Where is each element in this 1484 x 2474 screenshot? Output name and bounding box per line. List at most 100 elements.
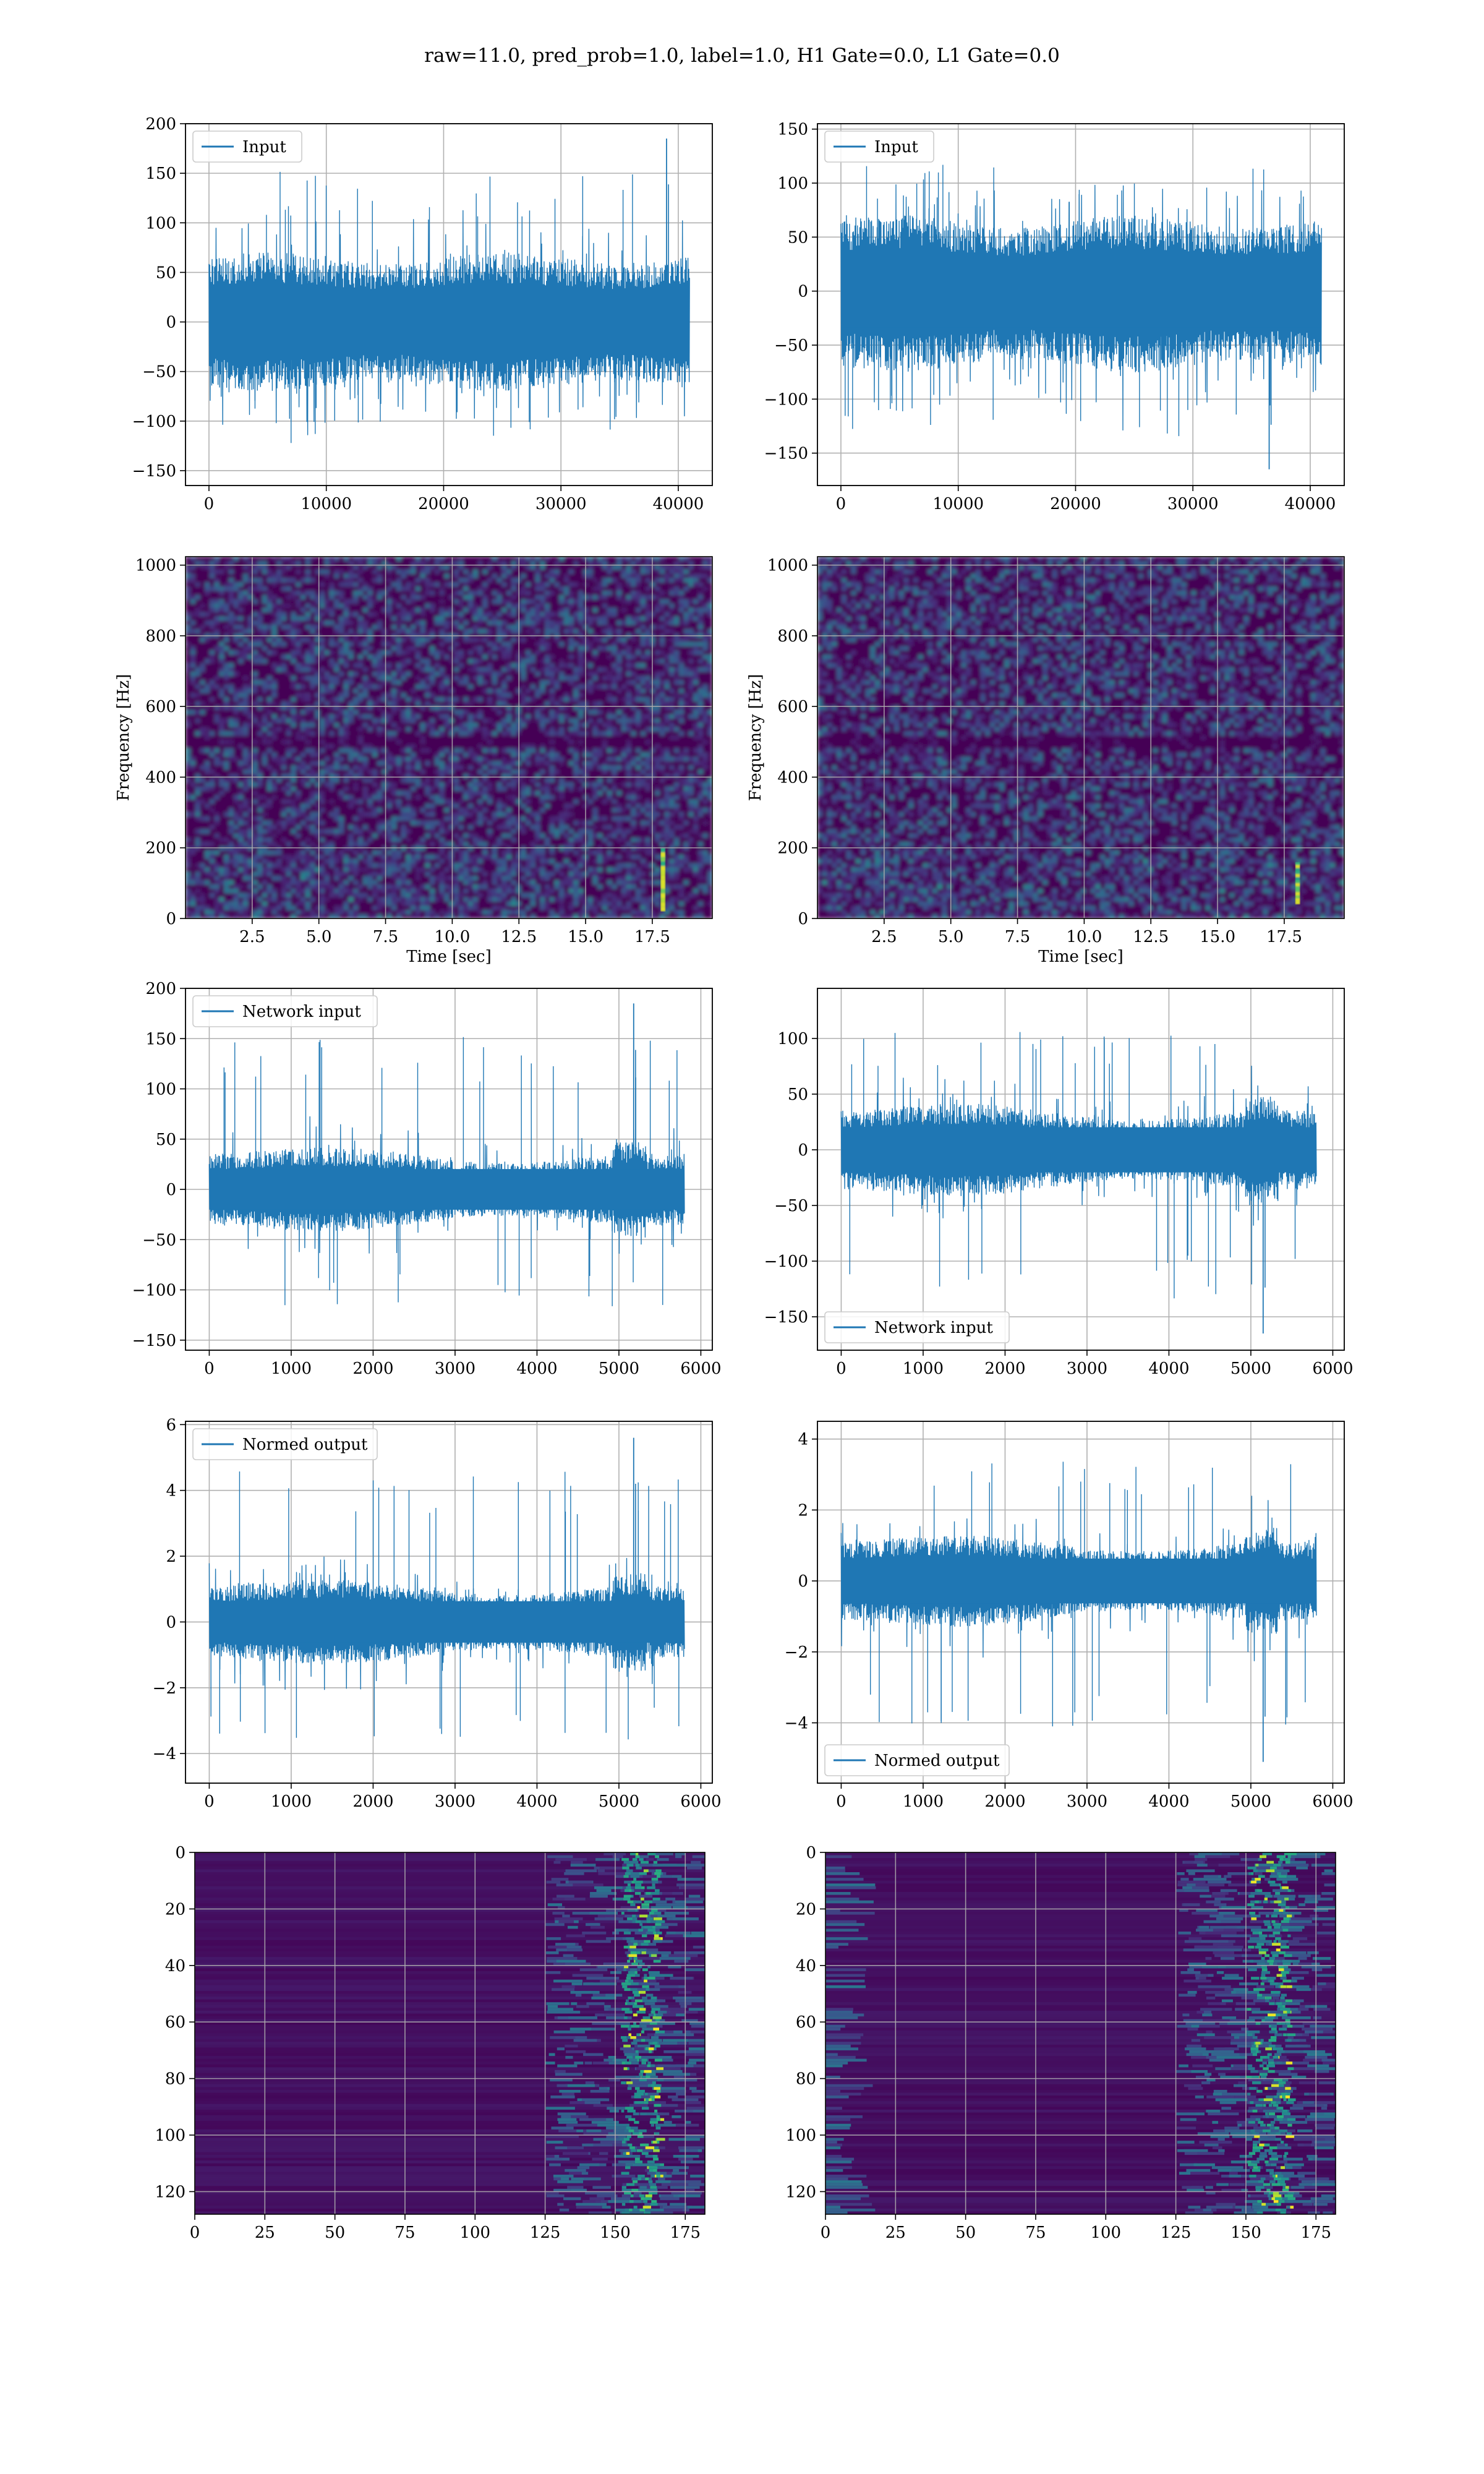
- heatmap-cell: [406, 765, 411, 770]
- heatmap-cell: [367, 697, 373, 702]
- heatmap-cell: [276, 846, 282, 851]
- y-tick-label: 50: [156, 263, 176, 282]
- heatmap-cell: [300, 663, 306, 668]
- heatmap-cell: [1315, 560, 1321, 566]
- heatmap-cell: [563, 735, 569, 740]
- heatmap-cell: [467, 897, 474, 902]
- heatmap-cell: [616, 863, 622, 868]
- heatmap-cell: [228, 808, 234, 813]
- heatmap-cell: [1114, 569, 1120, 575]
- heatmap-cell: [535, 586, 540, 591]
- heatmap-cell: [430, 650, 435, 655]
- heatmap-cell: [300, 578, 306, 583]
- heatmap-cell: [530, 565, 536, 570]
- heatmap-cell: [851, 569, 856, 575]
- heatmap-cell: [372, 863, 378, 868]
- heatmap-cell: [621, 569, 627, 575]
- heatmap-cell: [607, 629, 612, 634]
- heatmap-cell: [636, 714, 641, 719]
- heatmap-cell: [702, 718, 708, 724]
- heatmap-cell: [219, 616, 224, 621]
- heatmap-cell: [511, 897, 517, 902]
- heatmap-cell: [334, 629, 339, 634]
- heatmap-cell: [645, 905, 650, 910]
- heatmap-cell: [535, 884, 540, 889]
- heatmap-cell: [640, 603, 646, 609]
- heatmap-cell: [401, 659, 406, 664]
- heatmap-cell: [612, 697, 617, 702]
- heatmap-cell: [702, 786, 708, 792]
- heatmap-cell: [338, 795, 344, 800]
- heatmap-cell: [549, 871, 555, 876]
- heatmap-cell: [540, 876, 545, 881]
- heatmap-cell: [544, 842, 550, 847]
- heatmap-cell: [492, 892, 498, 898]
- heatmap-cell: [444, 680, 450, 685]
- heatmap-cell: [334, 752, 339, 758]
- heatmap-cell: [559, 607, 565, 613]
- heatmap-cell: [573, 880, 579, 885]
- heatmap-cell: [247, 808, 254, 813]
- heatmap-cell: [559, 612, 565, 617]
- heatmap-cell: [338, 905, 344, 910]
- y-tick-label: 800: [145, 627, 176, 646]
- heatmap-cell: [200, 829, 205, 834]
- heatmap-cell: [291, 718, 296, 724]
- heatmap-cell: [329, 586, 335, 591]
- heatmap-cell: [487, 578, 493, 583]
- heatmap-cell: [357, 833, 364, 838]
- heatmap-cell: [467, 774, 474, 779]
- heatmap-cell: [683, 667, 689, 672]
- heatmap-cell: [554, 880, 560, 885]
- heatmap-cell: [233, 854, 239, 860]
- heatmap-cell: [697, 808, 704, 813]
- heatmap-cell: [401, 675, 406, 681]
- heatmap-cell: [540, 612, 545, 617]
- heatmap-cell: [535, 850, 540, 855]
- heatmap-cell: [348, 837, 354, 842]
- heatmap-cell: [214, 867, 220, 872]
- heatmap-cell: [568, 594, 574, 600]
- heatmap-cell: [291, 709, 296, 715]
- heatmap-cell: [315, 616, 320, 621]
- heatmap-cell: [592, 752, 598, 758]
- heatmap-cell: [434, 616, 440, 621]
- heatmap-cell: [1310, 569, 1316, 575]
- heatmap-cell: [497, 863, 502, 868]
- heatmap-cell: [530, 842, 536, 847]
- heatmap-cell: [420, 560, 425, 566]
- heatmap-cell: [242, 709, 249, 715]
- heatmap-cell: [214, 616, 220, 621]
- heatmap-cell: [367, 654, 373, 659]
- heatmap-cell: [674, 650, 680, 655]
- heatmap-cell: [602, 565, 608, 570]
- heatmap-cell: [262, 714, 268, 719]
- heatmap-cell: [343, 709, 349, 715]
- heatmap-cell: [391, 722, 397, 727]
- heatmap-cell: [645, 808, 650, 813]
- heatmap-cell: [195, 816, 200, 821]
- heatmap-cell: [525, 565, 531, 570]
- heatmap-cell: [430, 671, 435, 677]
- heatmap-cell: [310, 594, 315, 600]
- heatmap-cell: [430, 582, 435, 587]
- heatmap-cell: [559, 659, 565, 664]
- heatmap-cell: [674, 591, 680, 596]
- heatmap-cell: [291, 560, 296, 566]
- heatmap-cell: [1033, 565, 1038, 570]
- heatmap-cell: [238, 591, 244, 596]
- heatmap-cell: [697, 876, 704, 881]
- heatmap-cell: [688, 680, 694, 685]
- heatmap-cell: [612, 663, 617, 668]
- heatmap-cell: [559, 786, 565, 792]
- heatmap-cell: [209, 858, 215, 864]
- heatmap-cell: [386, 756, 392, 761]
- heatmap-cell: [702, 782, 708, 787]
- heatmap-cell: [209, 731, 215, 736]
- heatmap-cell: [247, 782, 254, 787]
- heatmap-cell: [492, 722, 498, 727]
- heatmap-cell: [463, 867, 469, 872]
- heatmap-cell: [195, 774, 200, 779]
- heatmap-cell: [501, 914, 507, 918]
- heatmap-cell: [334, 701, 339, 706]
